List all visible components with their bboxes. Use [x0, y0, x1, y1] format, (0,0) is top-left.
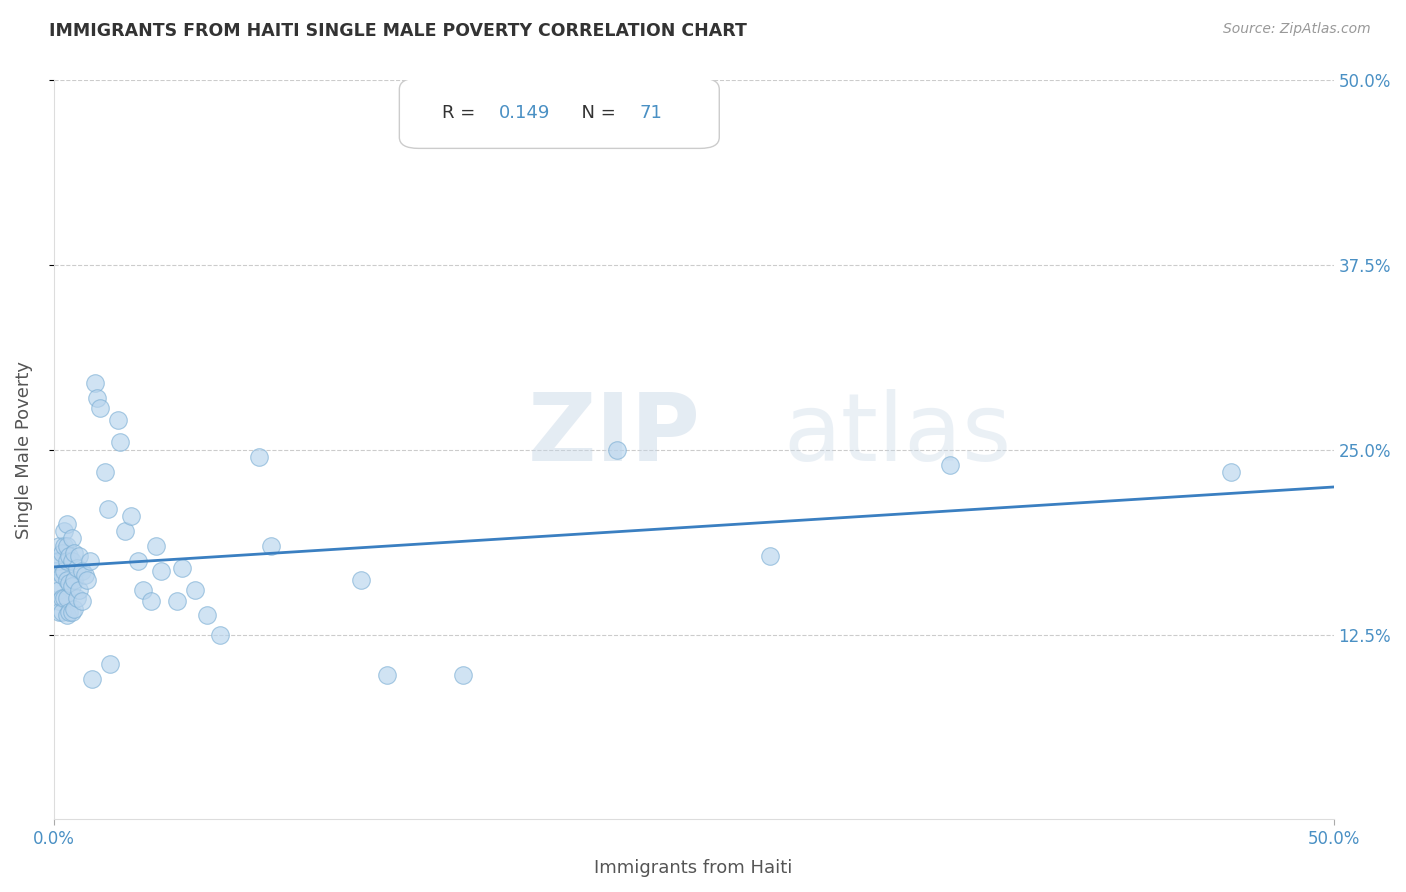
Point	[67, 583, 90, 598]
Point	[58, 575, 80, 590]
Text: IMMIGRANTS FROM HAITI SINGLE MALE POVERTY CORRELATION CHART: IMMIGRANTS FROM HAITI SINGLE MALE POVERT…	[49, 22, 747, 40]
Point	[209, 627, 232, 641]
Point	[183, 583, 205, 598]
Point	[66, 591, 89, 605]
Point	[55, 554, 77, 568]
Point	[139, 593, 162, 607]
Point	[70, 593, 93, 607]
Y-axis label: Single Male Poverty: Single Male Poverty	[15, 360, 32, 539]
Point	[145, 539, 167, 553]
Point	[66, 561, 89, 575]
Point	[60, 554, 83, 568]
Point	[197, 608, 219, 623]
Point	[63, 602, 86, 616]
Point	[70, 564, 93, 578]
Text: N =: N =	[569, 104, 621, 122]
Point	[759, 549, 782, 564]
Point	[82, 672, 104, 686]
Point	[107, 413, 129, 427]
Point	[97, 501, 120, 516]
Point	[48, 583, 70, 598]
Point	[53, 564, 76, 578]
Point	[53, 591, 76, 605]
Point	[94, 465, 117, 479]
Point	[55, 539, 77, 553]
Point	[110, 435, 132, 450]
Text: 0.149: 0.149	[499, 104, 551, 122]
Point	[48, 606, 70, 620]
Point	[63, 546, 86, 560]
Point	[120, 509, 142, 524]
Point	[51, 568, 73, 582]
Point	[83, 376, 105, 391]
Point	[1220, 465, 1243, 479]
Point	[55, 591, 77, 605]
Point	[453, 667, 475, 681]
Text: R =: R =	[441, 104, 481, 122]
Point	[98, 657, 121, 672]
Point	[58, 549, 80, 564]
Point	[127, 554, 149, 568]
Text: atlas: atlas	[783, 389, 1011, 481]
Point	[45, 554, 67, 568]
Point	[63, 573, 86, 587]
X-axis label: Immigrants from Haiti: Immigrants from Haiti	[595, 859, 793, 877]
Point	[45, 575, 67, 590]
Text: 71: 71	[640, 104, 662, 122]
Point	[48, 593, 70, 607]
Point	[67, 549, 90, 564]
Point	[89, 401, 111, 416]
Point	[53, 524, 76, 538]
Point	[48, 554, 70, 568]
Point	[86, 391, 108, 405]
Point	[48, 539, 70, 553]
Point	[938, 458, 960, 472]
Point	[60, 579, 83, 593]
Point	[114, 524, 136, 538]
Point	[51, 546, 73, 560]
Point	[170, 561, 193, 575]
Point	[375, 667, 398, 681]
Point	[55, 608, 77, 623]
Point	[55, 573, 77, 587]
Point	[53, 539, 76, 553]
Text: ZIP: ZIP	[527, 389, 700, 481]
Point	[350, 573, 373, 587]
Point	[51, 606, 73, 620]
Point	[76, 573, 98, 587]
Point	[60, 606, 83, 620]
Point	[51, 591, 73, 605]
Point	[55, 516, 77, 531]
FancyBboxPatch shape	[399, 78, 720, 148]
Text: Source: ZipAtlas.com: Source: ZipAtlas.com	[1223, 22, 1371, 37]
Point	[60, 532, 83, 546]
Point	[606, 442, 628, 457]
Point	[73, 568, 96, 582]
Point	[45, 564, 67, 578]
Point	[58, 606, 80, 620]
Point	[132, 583, 155, 598]
Point	[260, 539, 283, 553]
Point	[166, 593, 188, 607]
Point	[79, 554, 101, 568]
Point	[247, 450, 270, 464]
Point	[150, 564, 173, 578]
